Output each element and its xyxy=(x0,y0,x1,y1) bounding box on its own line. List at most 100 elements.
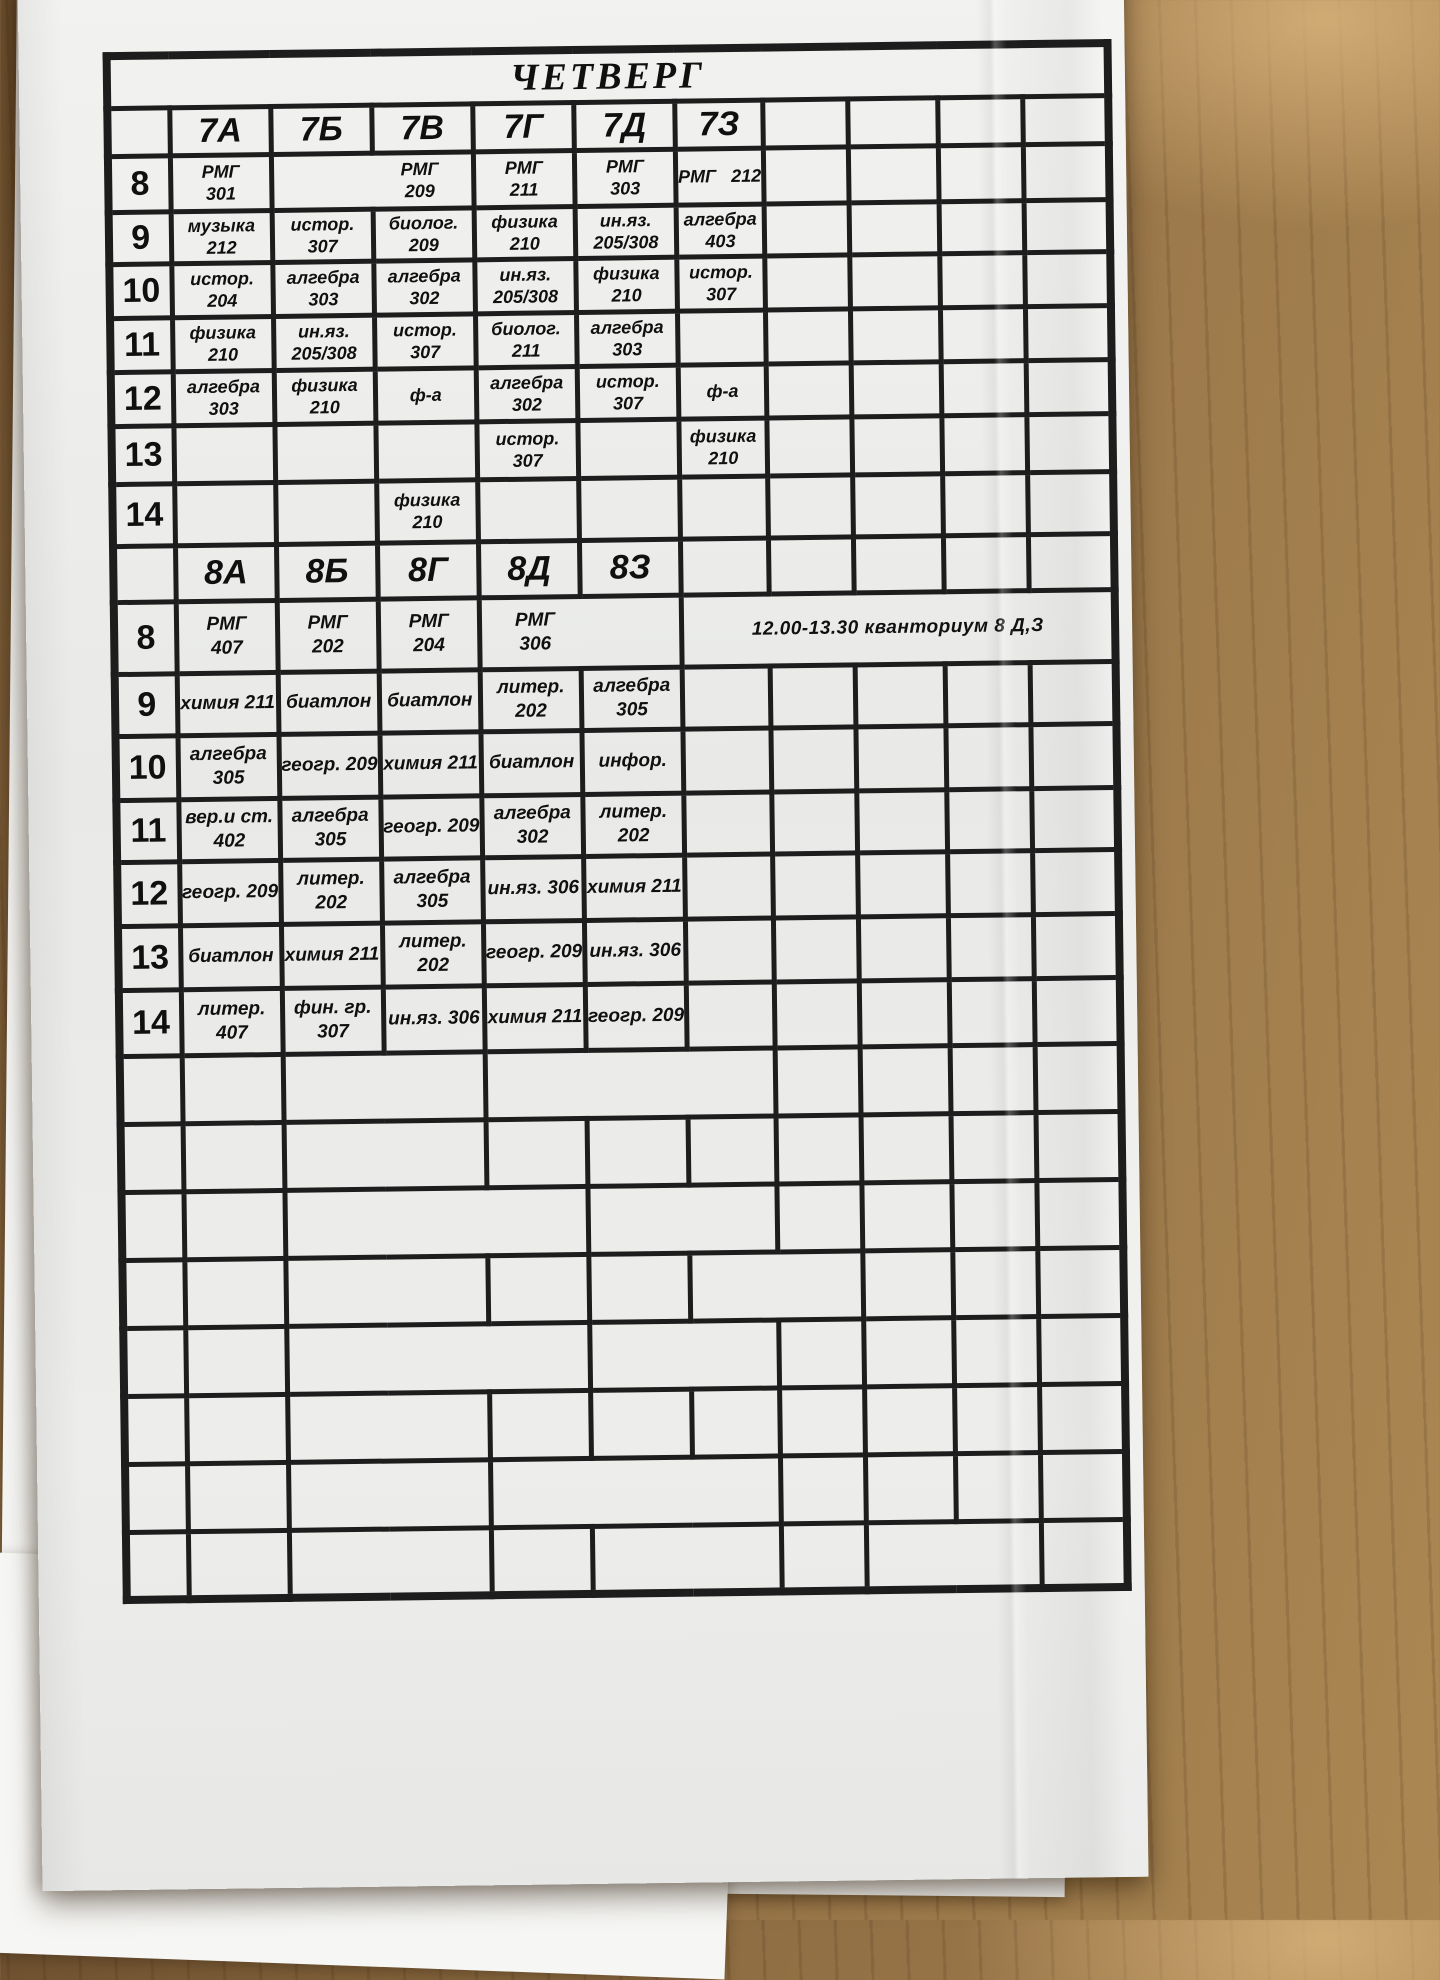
empty-cell xyxy=(282,1051,486,1122)
lesson-cell: истор. 307 xyxy=(271,208,374,263)
empty-cell xyxy=(945,724,1032,790)
lesson-cell: фин. гр. 307 xyxy=(281,986,384,1054)
lesson-cell: геогр. 209 xyxy=(380,795,483,859)
empty-cell xyxy=(1034,976,1122,1045)
empty-cell xyxy=(943,534,1030,592)
lesson-cell: химия 211 xyxy=(484,983,586,1052)
empty-cell xyxy=(1037,1246,1125,1317)
empty-cell xyxy=(767,474,854,538)
lesson-cell: химия 211 xyxy=(176,671,279,736)
empty-cell xyxy=(1035,1042,1122,1113)
empty-cell xyxy=(939,200,1025,254)
lesson-cell: истор. 307 xyxy=(576,364,679,421)
empty-cell xyxy=(847,97,939,147)
empty-cell xyxy=(577,418,680,479)
empty-cell xyxy=(125,1463,188,1533)
lesson-cell: литер. 202 xyxy=(382,921,485,987)
empty-cell xyxy=(125,1531,189,1601)
empty-cell xyxy=(682,665,771,729)
class-header-8a: 8А xyxy=(174,543,277,602)
empty-cell xyxy=(1039,1382,1127,1453)
empty-cell xyxy=(677,309,767,365)
empty-cell xyxy=(588,1252,691,1322)
empty-cell xyxy=(865,1453,957,1523)
lesson-cell: алгебра 403 xyxy=(675,203,765,257)
empty-cell xyxy=(1027,471,1115,535)
empty-cell xyxy=(119,1055,183,1125)
lesson-cell: физика 210 xyxy=(273,368,376,424)
lesson-cell: ин.яз. 205/308 xyxy=(273,314,375,370)
hour-label: 11 xyxy=(110,317,173,373)
empty-cell xyxy=(849,201,940,255)
empty-cell xyxy=(123,1327,187,1397)
empty-cell xyxy=(954,1384,1041,1454)
empty-cell xyxy=(940,306,1027,362)
lesson-cell: химия 211 xyxy=(583,854,686,920)
empty-cell xyxy=(955,1452,1042,1522)
class-header-8d: 8Д xyxy=(478,540,581,598)
timetable: ЧЕТВЕРГ 7А 7Б 7В 7Г 7Д 7З 8 РМГ 301 РМГ … xyxy=(102,39,1133,1605)
class-header-8b: 8Б xyxy=(276,542,378,600)
hour-label: 9 xyxy=(108,211,172,265)
lesson-cell: алгебра 305 xyxy=(381,857,484,923)
empty-cell xyxy=(182,1121,285,1192)
empty-cell xyxy=(770,664,856,728)
empty-row xyxy=(125,1450,1128,1533)
empty-cell xyxy=(775,1114,862,1184)
empty-cell xyxy=(586,1116,689,1186)
empty-cell xyxy=(866,1520,1043,1591)
lesson-cell: РМГ 301 xyxy=(169,154,272,212)
lesson-cell: истор. 307 xyxy=(374,313,476,369)
empty-cell xyxy=(766,362,852,418)
empty-cell xyxy=(491,1525,594,1596)
empty-cell xyxy=(949,978,1036,1046)
empty-cell xyxy=(765,308,852,364)
hour-label: 13 xyxy=(117,925,181,991)
lesson-cell: литер. 407 xyxy=(180,987,283,1056)
lesson-cell: ф-а xyxy=(374,367,477,423)
empty-row xyxy=(119,1042,1122,1125)
lesson-cell: РМГ 306 xyxy=(478,594,683,670)
empty-cell xyxy=(375,421,478,481)
lesson-cell: алгебра 302 xyxy=(475,366,578,422)
hour-label: 9 xyxy=(114,673,178,737)
empty-cell xyxy=(762,98,849,148)
empty-cell xyxy=(485,1117,588,1188)
hour-label: 8 xyxy=(107,155,171,213)
empty-row xyxy=(122,1246,1125,1329)
empty-cell xyxy=(183,1189,286,1260)
empty-cell xyxy=(181,1053,284,1124)
lesson-cell: физика 210 xyxy=(678,417,768,477)
empty-cell xyxy=(857,851,949,917)
class-header-7v: 7В xyxy=(371,103,474,153)
paper-sheet: ЧЕТВЕРГ 7А 7Б 7В 7Г 7Д 7З 8 РМГ 301 РМГ … xyxy=(17,0,1149,1892)
empty-cell xyxy=(764,254,851,310)
empty-cell xyxy=(937,96,1024,146)
empty-cell xyxy=(938,144,1025,202)
empty-cell xyxy=(848,145,940,203)
empty-cell xyxy=(948,914,1035,980)
empty-cell xyxy=(487,1253,590,1324)
lesson-cell: физика 210 xyxy=(376,479,479,543)
lesson-cell: алгебра 302 xyxy=(373,259,476,315)
empty-cell xyxy=(121,1191,185,1261)
lesson-cell: биатлон xyxy=(179,923,282,990)
empty-cell xyxy=(1041,1518,1129,1589)
lesson-cell: истор. 307 xyxy=(476,420,579,480)
empty-cell xyxy=(592,1523,783,1594)
empty-cell xyxy=(1036,1178,1124,1249)
class-header-8z: 8З xyxy=(579,538,682,597)
empty-cell xyxy=(1031,786,1119,851)
note-cell: 12.00-13.30 кванториум 8 Д,З xyxy=(681,589,1117,667)
empty-cell xyxy=(860,1113,952,1183)
empty-cell xyxy=(1032,848,1120,915)
lesson-cell: РМГ 303 xyxy=(574,148,676,207)
empty-cell xyxy=(855,663,946,727)
empty-cell xyxy=(686,981,776,1049)
empty-cell xyxy=(489,1389,592,1460)
class-header-7g: 7Г xyxy=(472,102,575,152)
lesson-cell: РМГ 204 xyxy=(377,597,480,671)
empty-cell xyxy=(766,416,853,476)
lesson-cell: алгебра 303 xyxy=(172,369,275,426)
